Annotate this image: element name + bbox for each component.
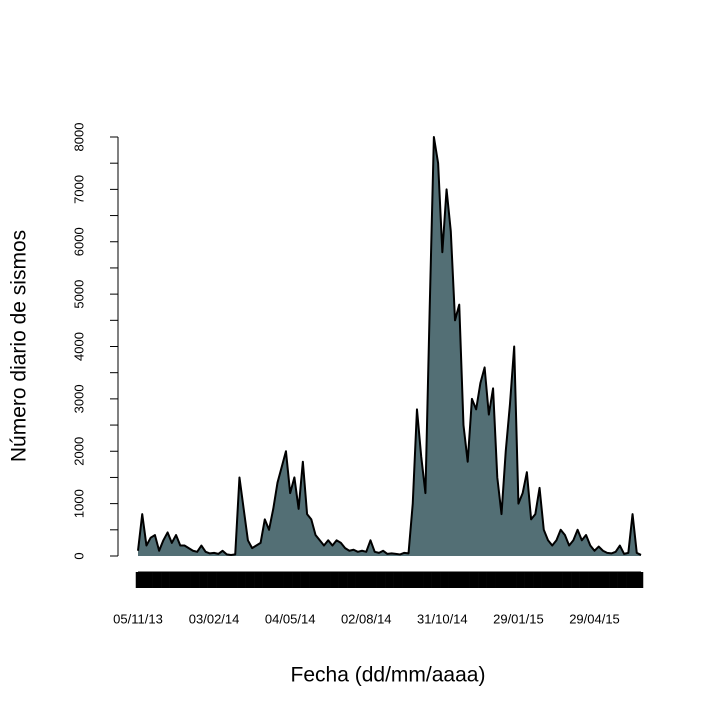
x-tick-label: 02/08/14: [341, 611, 392, 626]
x-tick-label: 29/01/15: [493, 611, 544, 626]
y-tick-label: 1000: [71, 489, 86, 518]
y-axis-title: Número diario de sismos: [8, 230, 31, 462]
y-tick-label: 0: [71, 552, 86, 559]
x-tick-label: 04/05/14: [265, 611, 316, 626]
area-fill: [138, 137, 641, 556]
x-tick-label: 29/04/15: [569, 611, 620, 626]
area-line: [137, 136, 642, 556]
y-tick-label: 8000: [71, 123, 86, 152]
y-tick-label: 6000: [71, 227, 86, 256]
y-tick-label: 7000: [71, 175, 86, 204]
y-tick-label: 4000: [71, 332, 86, 361]
x-tick-label: 03/02/14: [189, 611, 240, 626]
y-tick-label: 5000: [71, 280, 86, 309]
x-tick-label: 31/10/14: [417, 611, 468, 626]
y-tick-label: 3000: [71, 384, 86, 413]
x-tick-label: 05/11/13: [113, 611, 163, 626]
y-tick-label: 2000: [71, 437, 86, 466]
x-axis-title: Fecha (dd/mm/aaaa): [291, 664, 486, 687]
